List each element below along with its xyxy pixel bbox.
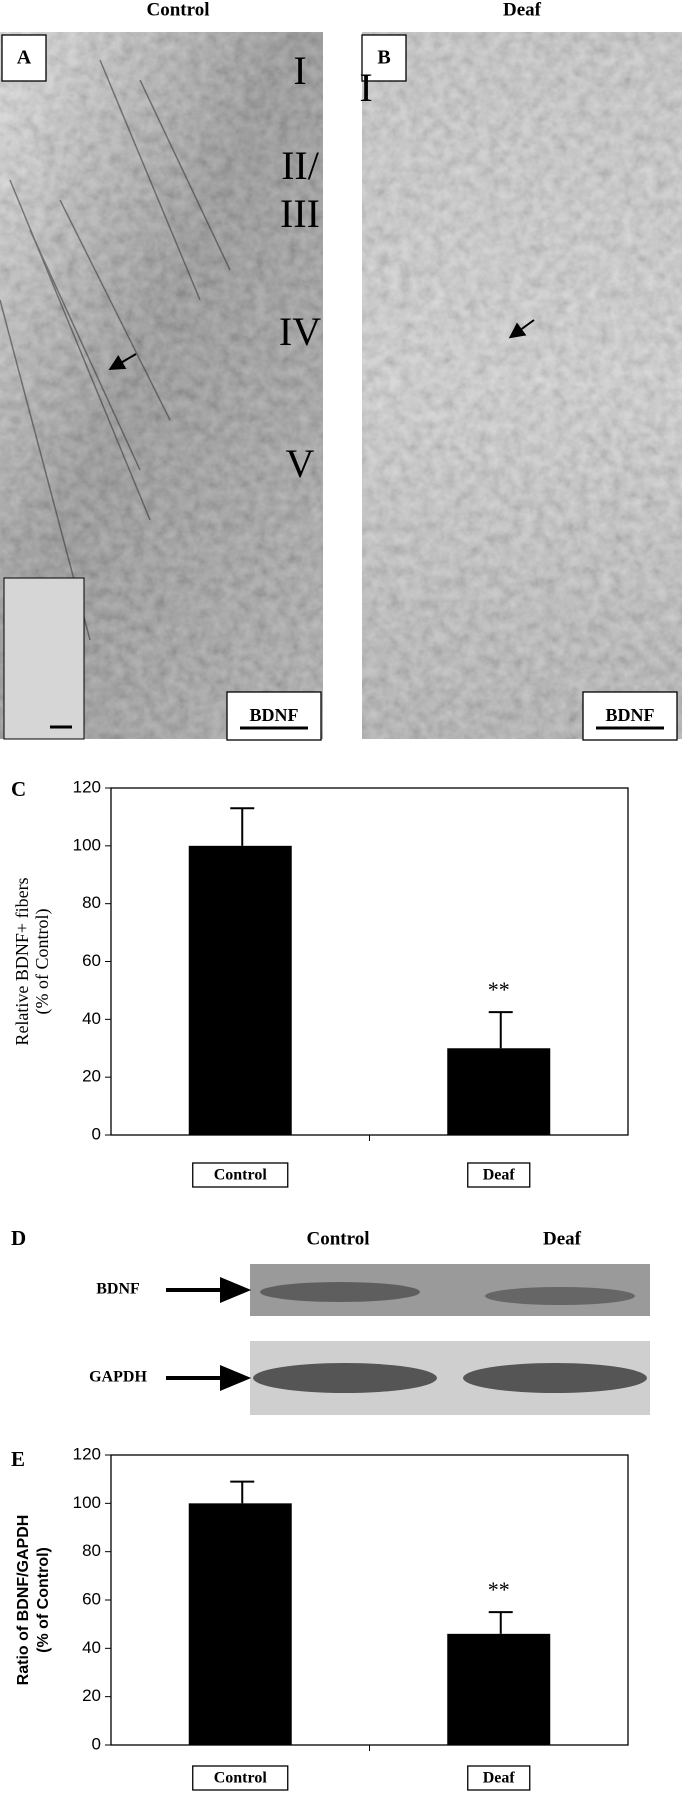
panel-title: Control: [147, 0, 210, 20]
y-tick-label: 0: [92, 1124, 101, 1143]
significance-mark: **: [488, 1577, 510, 1602]
plot-frame: [110, 1454, 629, 1746]
stain-label-box: [226, 691, 322, 741]
blot-column: Control: [307, 1228, 370, 1249]
bar: [447, 1048, 551, 1135]
y-tick-label: 40: [82, 1638, 101, 1657]
stain-label-box: [582, 691, 678, 741]
panel-label: A: [17, 47, 32, 69]
y-tick-label: 0: [92, 1734, 101, 1753]
x-category-label-box: [467, 1765, 531, 1791]
y-tick-label: 100: [73, 1493, 101, 1512]
panel-label-box: [361, 34, 407, 82]
panel-label-box: [1, 34, 47, 82]
x-category-label: Control: [214, 1770, 268, 1787]
layer-label: I: [293, 48, 306, 93]
stain-label: BDNF: [250, 705, 299, 725]
blot-column: Deaf: [543, 1228, 582, 1249]
y-tick-label: 100: [73, 835, 101, 854]
panel-label: C: [11, 777, 26, 801]
x-category-label: Deaf: [483, 1167, 516, 1184]
y-tick-label: 20: [82, 1067, 101, 1086]
bar: [447, 1633, 551, 1745]
y-axis-label: (% of Control): [32, 909, 53, 1015]
bar: [188, 845, 292, 1135]
plot-frame: [110, 787, 629, 1136]
layer-label: III: [280, 191, 320, 236]
y-tick-label: 60: [82, 951, 101, 970]
layer-label: I: [359, 65, 372, 110]
y-axis-label: (% of Control): [35, 1547, 52, 1653]
significance-mark: **: [488, 977, 510, 1002]
western-blot: [166, 1264, 650, 1415]
x-category-label: Deaf: [483, 1770, 516, 1787]
bar: [188, 1503, 292, 1745]
y-axis-label: Ratio of BDNF/GAPDH: [15, 1515, 32, 1686]
y-tick-label: 120: [73, 1444, 101, 1463]
micrograph-b: [362, 32, 682, 739]
y-tick-label: 80: [82, 1541, 101, 1560]
stain-label: BDNF: [606, 705, 655, 725]
layer-label: V: [286, 441, 315, 486]
y-tick-label: 60: [82, 1589, 101, 1608]
y-tick-label: 20: [82, 1686, 101, 1705]
blot-row: BDNF: [96, 1281, 140, 1298]
panel-label: B: [377, 47, 390, 69]
y-tick-label: 40: [82, 1009, 101, 1028]
micrograph-a: [0, 32, 323, 740]
y-tick-label: 120: [73, 777, 101, 796]
panel-title: Deaf: [503, 0, 542, 20]
layer-label: IV: [279, 309, 321, 354]
x-category-label: Control: [214, 1167, 268, 1184]
y-axis-label: Relative BDNF+ fibers: [12, 877, 32, 1045]
panel-label: D: [11, 1226, 26, 1250]
panel-label: E: [11, 1447, 25, 1471]
layer-label: II/: [281, 143, 320, 188]
x-category-label-box: [192, 1765, 289, 1791]
y-tick-label: 80: [82, 893, 101, 912]
blot-row: GAPDH: [89, 1369, 147, 1386]
x-category-label-box: [192, 1162, 289, 1188]
x-category-label-box: [467, 1162, 531, 1188]
